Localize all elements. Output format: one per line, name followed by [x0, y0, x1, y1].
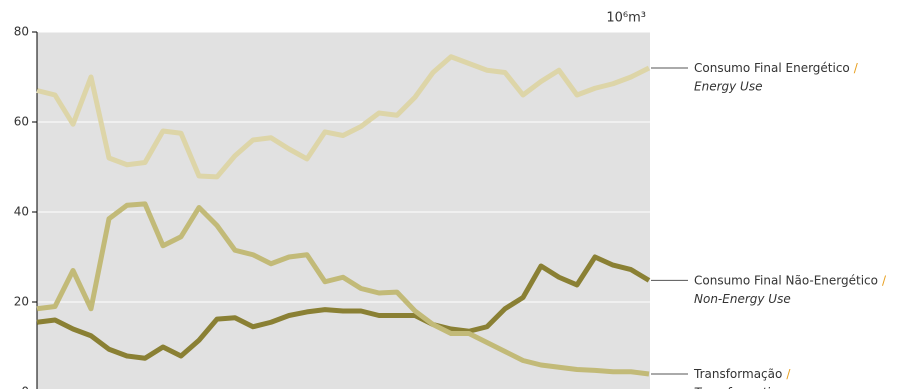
unit-label: 10⁶m³ — [606, 11, 646, 26]
series-label: Consumo Final Não-Energético / — [694, 273, 887, 287]
series-line — [36, 254, 651, 361]
y-tick-label: 40 — [14, 205, 29, 219]
series-name-en: Non-Energy Use — [694, 292, 791, 306]
y-tick-label: 60 — [14, 115, 29, 129]
y-tick-label: 20 — [14, 295, 29, 309]
series-line — [36, 201, 650, 377]
series-name: Transformação — [693, 367, 782, 381]
plot-area — [37, 32, 650, 389]
series-name: Consumo Final Não-Energético — [694, 273, 878, 287]
series-name-en: Energy Use — [694, 80, 762, 94]
y-tick-label: 80 — [14, 25, 29, 39]
series-label: Transformação / — [693, 367, 791, 381]
label-separator: / — [854, 61, 859, 75]
label-separator: / — [786, 367, 791, 381]
series-name: Consumo Final Energético — [694, 61, 850, 75]
series-name-en: Transformation — [694, 386, 785, 389]
series-line — [36, 54, 651, 180]
y-tick-label: 0 — [21, 385, 29, 389]
label-separator: / — [882, 273, 887, 287]
series-label: Consumo Final Energético / — [694, 61, 859, 75]
